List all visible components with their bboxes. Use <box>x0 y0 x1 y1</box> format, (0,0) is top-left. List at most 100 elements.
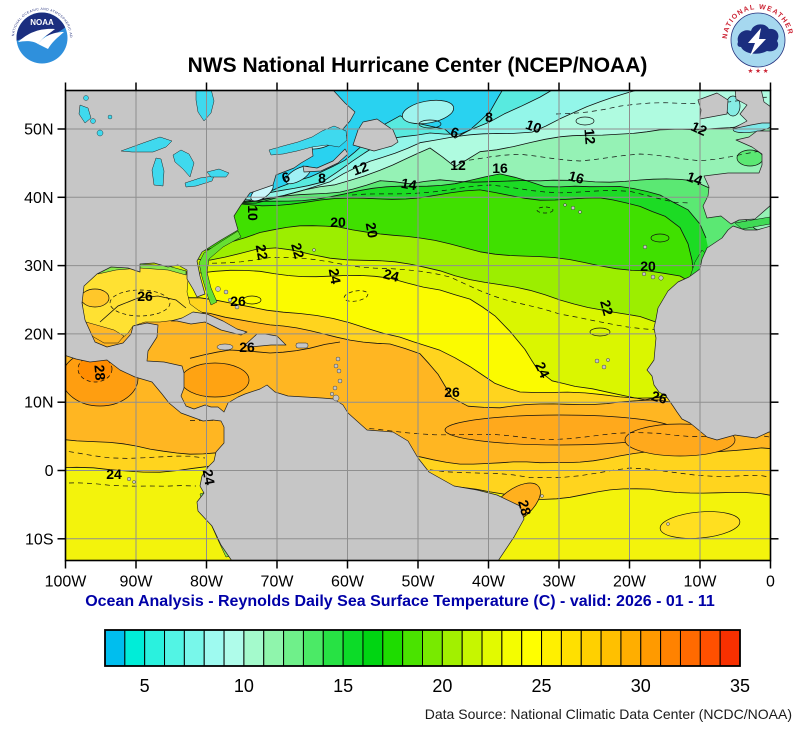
colorbar-label: 20 <box>432 676 452 696</box>
x-axis-label: 90W <box>120 574 154 591</box>
alboran-sea <box>734 216 770 230</box>
colorbar-label: 35 <box>730 676 750 696</box>
grid-layer <box>65 90 771 561</box>
x-axis-label: 30W <box>543 574 577 591</box>
colorbar-cell <box>679 629 701 667</box>
contour-label: 26 <box>650 387 669 407</box>
colorbar-cell <box>719 629 741 667</box>
contour-label: 12 <box>450 157 466 173</box>
colorbar-cell <box>223 629 245 667</box>
colorbar-cell <box>501 629 523 667</box>
land-island <box>336 368 342 374</box>
colorbar-cell <box>600 629 622 667</box>
closed-contour <box>343 290 369 302</box>
contour-label: 6 <box>280 168 292 186</box>
colorbar-cell <box>263 629 285 667</box>
contour-label: 26 <box>239 339 255 355</box>
colorbar-cell <box>660 629 681 667</box>
land-france-iberia <box>702 130 770 225</box>
contour-label: 24 <box>106 466 122 482</box>
land-island <box>563 203 567 207</box>
colorbar-cell <box>322 629 344 667</box>
axes-layer: 100W 90W 80W 70W 60W 50W 40W 30W 20W 10W 0 50N 40N 30… <box>24 82 779 591</box>
colorbar-cell <box>580 629 602 667</box>
map-caption: Ocean Analysis - Reynolds Daily Sea Surf… <box>85 593 715 610</box>
contour-label: 26 <box>444 384 460 400</box>
land-island <box>594 358 600 364</box>
contour-label: 24 <box>200 468 218 486</box>
x-axis-label: 60W <box>331 574 365 591</box>
y-axis-label: 0 <box>45 463 54 480</box>
land-ireland <box>697 92 729 120</box>
x-axis-label: 10W <box>684 574 718 591</box>
sst-patch <box>180 362 250 398</box>
contour-label: 12 <box>581 128 598 145</box>
colorbar-cell <box>164 629 185 667</box>
land-island <box>332 385 338 391</box>
nws-logo: NATIONAL WEATHER SERVICE ★ ★ ★ <box>719 1 796 78</box>
colorbar: 5 10 15 20 25 30 35 <box>104 629 750 696</box>
contour-label: 10 <box>245 205 261 221</box>
closed-contour <box>575 116 595 126</box>
contour-label: 14 <box>400 175 418 193</box>
x-axis-label: 80W <box>190 574 224 591</box>
contour-label: 16 <box>567 167 586 187</box>
land-island <box>643 244 648 249</box>
us-se-coastal-shelf <box>198 230 242 306</box>
colorbar-cell <box>402 629 423 667</box>
colorbar-cell <box>183 629 205 667</box>
land-puerto-rico <box>295 342 309 349</box>
contour-label: 28 <box>91 364 108 381</box>
contour-label: 8 <box>318 170 326 186</box>
contour-label: 22 <box>288 241 308 260</box>
contour-label: 24 <box>532 359 553 380</box>
noaa-logo-globe <box>16 12 68 64</box>
contour-label: 26 <box>230 293 246 309</box>
isotherm-contour <box>189 341 341 359</box>
contour-label: 12 <box>350 158 370 178</box>
closed-contour <box>242 295 262 305</box>
dashed-contour <box>211 257 770 348</box>
sst-patch <box>80 288 110 308</box>
land-layer <box>65 90 770 560</box>
y-axis-label: 10S <box>25 531 53 548</box>
colorbar-cell <box>104 629 126 667</box>
lake-huron <box>172 149 195 178</box>
colorbar-cell <box>124 629 146 667</box>
y-axis-label: 40N <box>24 190 53 207</box>
contour-label: 12 <box>689 118 710 139</box>
colorbar-cell <box>283 629 304 667</box>
colorbar-frame <box>104 629 741 667</box>
land-island <box>650 274 656 280</box>
nws-lightning-icon <box>748 28 766 56</box>
colorbar-cell <box>441 629 463 667</box>
noaa-logo: NATIONAL OCEANIC AND ATMOSPHERIC ADMINIS… <box>7 3 76 72</box>
x-axis-label: 100W <box>45 574 88 591</box>
colorbar-cell <box>699 629 721 667</box>
closed-contour <box>536 206 554 214</box>
contour-label: 28 <box>515 498 535 517</box>
data-source-note: Data Source: National Climatic Data Cent… <box>424 706 792 722</box>
land-island <box>132 480 136 484</box>
x-axis-label: 0 <box>766 574 775 591</box>
contour-label: 14 <box>685 168 705 188</box>
contour-label: 26 <box>137 288 153 304</box>
land-island <box>335 356 341 362</box>
small-lake <box>96 129 104 137</box>
page-title: NWS National Hurricane Center (NCEP/NOAA… <box>187 54 648 77</box>
x-axis-label: 40W <box>472 574 506 591</box>
land-island <box>642 272 647 277</box>
x-axis-label: 50W <box>402 574 436 591</box>
colorbar-cell <box>362 629 384 667</box>
lake-winnipeg <box>78 104 92 124</box>
y-axis-label: 50N <box>24 122 53 139</box>
colorbar-label: 25 <box>532 676 552 696</box>
land-great-britain <box>731 90 770 130</box>
closed-contour <box>418 119 442 129</box>
colorbar-cell <box>481 629 503 667</box>
x-axis-label: 20W <box>613 574 647 591</box>
closed-contour <box>650 233 670 243</box>
